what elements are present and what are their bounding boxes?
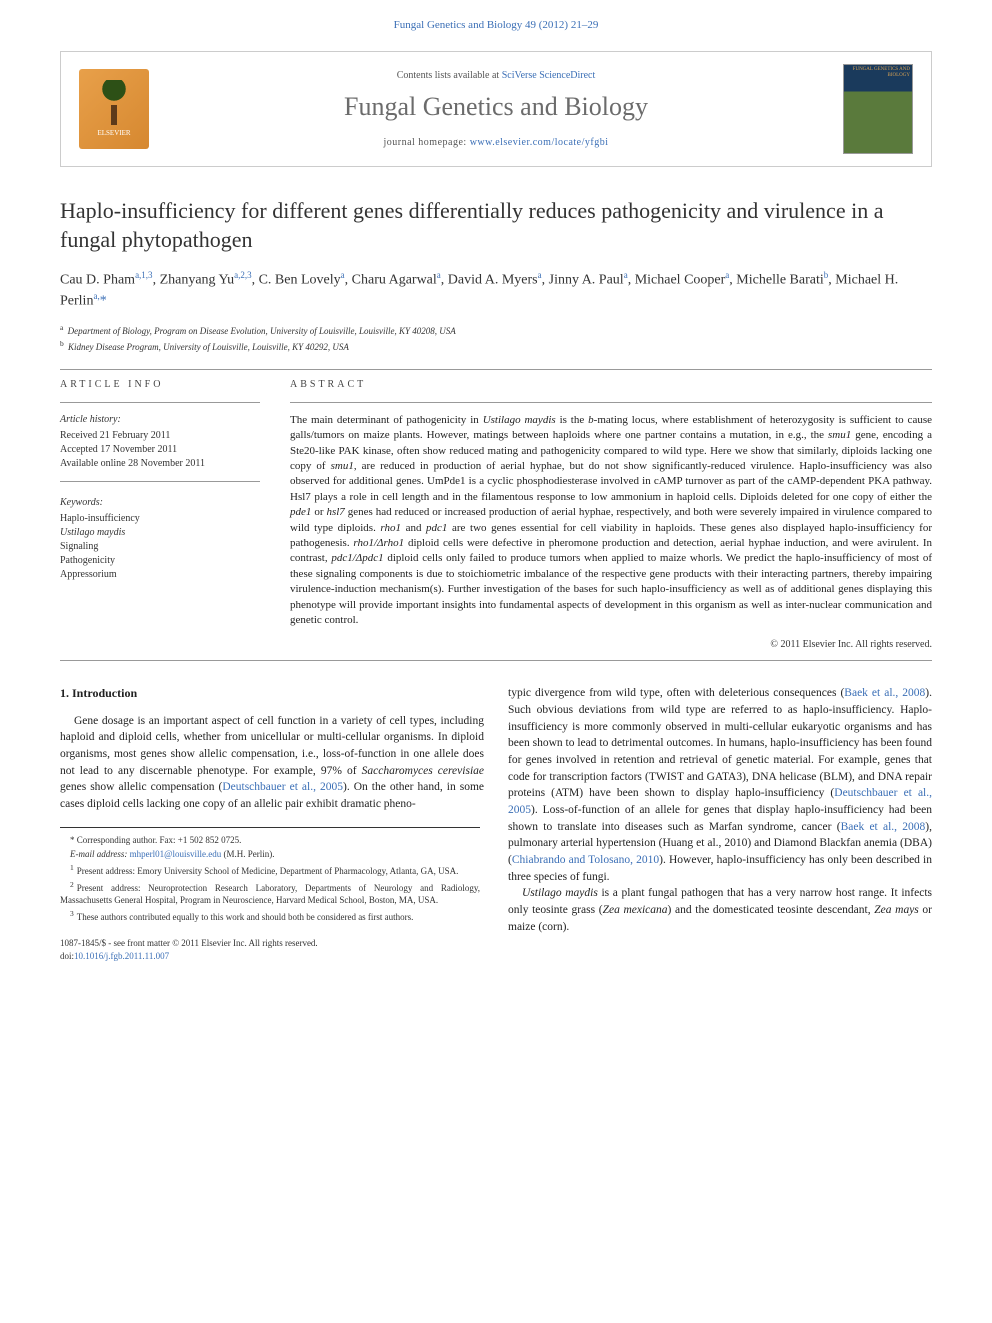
keyword-item: Haplo-insufficiency [60,512,260,526]
homepage-url[interactable]: www.elsevier.com/locate/yfgbi [470,137,609,148]
footnotes-block: * Corresponding author. Fax: +1 502 852 … [60,827,480,924]
email-suffix: (M.H. Perlin). [223,849,274,859]
abstract-block: ABSTRACT The main determinant of pathoge… [290,378,932,652]
sciencedirect-link[interactable]: SciVerse ScienceDirect [502,70,596,81]
keyword-item: Signaling [60,540,260,554]
elsevier-logo: ELSEVIER [79,69,149,149]
cover-title-text: FUNGAL GENETICS AND BIOLOGY [846,67,910,78]
history-online: Available online 28 November 2011 [60,457,260,471]
affiliations-block: a Department of Biology, Program on Dise… [60,322,932,355]
masthead-center: Contents lists available at SciVerse Sci… [149,69,843,149]
body-col-left: 1. Introduction Gene dosage is an import… [60,685,484,982]
authors-line: Cau D. Phama,1,3, Zhanyang Yua,2,3, C. B… [60,269,932,312]
keywords-list: Haplo-insufficiencyUstilago maydisSignal… [60,512,260,582]
abstract-text: The main determinant of pathogenicity in… [290,413,932,628]
affiliation-line: a Department of Biology, Program on Dise… [60,322,932,339]
abstract-label: ABSTRACT [290,378,932,392]
abstract-copyright: © 2011 Elsevier Inc. All rights reserved… [290,638,932,652]
intro-para-1-cont: typic divergence from wild type, often w… [508,685,932,885]
fn-3-text: These authors contributed equally to thi… [77,912,414,922]
keyword-item: Ustilago maydis [60,526,260,540]
info-rule [60,402,260,403]
fn-3: 3These authors contributed equally to th… [60,909,480,924]
journal-name: Fungal Genetics and Biology [149,89,843,125]
doi-link[interactable]: 10.1016/j.fgb.2011.11.007 [74,951,169,961]
section-rule-top [60,369,932,370]
body-col-right: typic divergence from wild type, often w… [508,685,932,982]
journal-masthead: ELSEVIER Contents lists available at Sci… [60,51,932,167]
keyword-item: Pathogenicity [60,554,260,568]
article-info-label: ARTICLE INFO [60,378,260,392]
email-link[interactable]: mhperl01@louisville.edu [130,849,222,859]
intro-para-1: Gene dosage is an important aspect of ce… [60,713,484,813]
affiliation-line: b Kidney Disease Program, University of … [60,338,932,355]
article-title: Haplo-insufficiency for different genes … [60,197,932,254]
fn-email: E-mail address: mhperl01@louisville.edu … [60,848,480,861]
fn-2: 2Present address: Neuroprotection Resear… [60,880,480,907]
history-label: Article history: [60,413,260,427]
history-received: Received 21 February 2011 [60,429,260,443]
keyword-item: Appressorium [60,568,260,582]
section-rule-bottom [60,660,932,661]
fn-corresponding: * Corresponding author. Fax: +1 502 852 … [60,834,480,847]
elsevier-tree-icon [94,80,134,125]
journal-cover-thumbnail: FUNGAL GENETICS AND BIOLOGY [843,64,913,154]
fn-2-text: Present address: Neuroprotection Researc… [60,883,480,906]
homepage-prefix: journal homepage: [383,137,469,148]
email-label: E-mail address: [70,849,127,859]
intro-para-2: Ustilago maydis is a plant fungal pathog… [508,885,932,935]
bottom-meta: 1087-1845/$ - see front matter © 2011 El… [60,937,484,962]
issn-line: 1087-1845/$ - see front matter © 2011 El… [60,937,484,950]
fn-1: 1Present address: Emory University Schoo… [60,863,480,878]
info-rule-2 [60,481,260,482]
doi-prefix: doi: [60,951,74,961]
homepage-line: journal homepage: www.elsevier.com/locat… [149,136,843,150]
elsevier-label: ELSEVIER [97,129,130,139]
fn-1-text: Present address: Emory University School… [77,866,459,876]
keywords-label: Keywords: [60,496,260,510]
contents-prefix: Contents lists available at [397,70,502,81]
intro-heading: 1. Introduction [60,685,484,702]
history-accepted: Accepted 17 November 2011 [60,443,260,457]
contents-lists-line: Contents lists available at SciVerse Sci… [149,69,843,83]
body-columns: 1. Introduction Gene dosage is an import… [60,685,932,982]
doi-line: doi:10.1016/j.fgb.2011.11.007 [60,950,484,963]
citation-text: Fungal Genetics and Biology 49 (2012) 21… [394,19,599,31]
info-abstract-row: ARTICLE INFO Article history: Received 2… [60,378,932,652]
page-citation-header: Fungal Genetics and Biology 49 (2012) 21… [0,0,992,41]
article-info-sidebar: ARTICLE INFO Article history: Received 2… [60,378,260,652]
abstract-rule [290,402,932,403]
